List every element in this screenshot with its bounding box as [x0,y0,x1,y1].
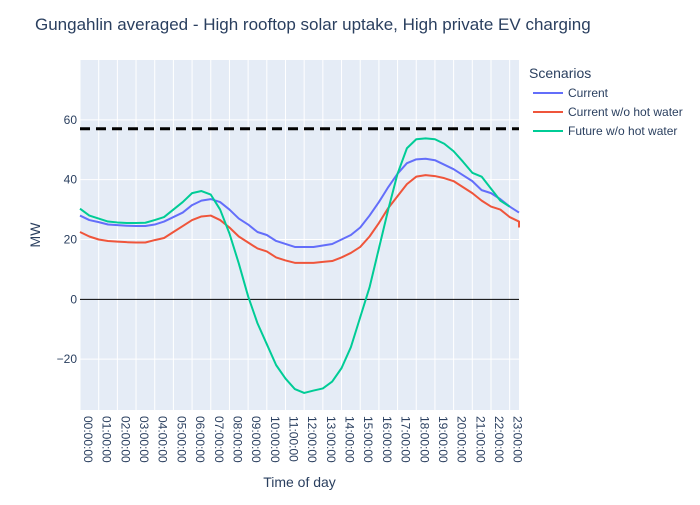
legend-items: Current Current w/o hot water Future w/o h… [533,86,683,138]
y-tick-label: 60 [64,113,78,127]
x-tick-label: 06:00:00 [193,416,207,463]
x-tick-label: 03:00:00 [137,416,151,463]
series-line-1 [79,174,520,264]
y-tick-label: 0 [70,292,77,306]
x-tick-label: 02:00:00 [118,416,132,463]
x-tick-label: 16:00:00 [380,416,394,463]
legend: Scenarios Current Current w/o hot water Fu… [529,65,683,138]
x-tick-label: 14:00:00 [343,416,357,463]
x-tick-label: 18:00:00 [417,416,431,463]
x-axis-ticks: 00:00:00 01:00:00 02:00:00 03:00:00 04:00:00… [81,416,525,463]
x-tick-label: 22:00:00 [492,416,506,463]
series-lines [79,127,520,394]
plot-background [80,60,519,410]
y-axis-ticks: −20 0 20 40 60 [57,113,78,366]
series-line-0 [79,157,520,248]
x-tick-label: 21:00:00 [473,416,487,463]
y-tick-label: −20 [57,352,78,366]
chart-title: Gungahlin averaged - High rooftop solar … [35,15,591,34]
legend-label: Current w/o hot water [568,105,683,119]
series-line-2 [79,137,511,394]
x-tick-label: 15:00:00 [361,416,375,463]
x-tick-label: 00:00:00 [81,416,95,463]
x-tick-label: 09:00:00 [249,416,263,463]
legend-label: Current [568,86,609,100]
x-tick-label: 01:00:00 [100,416,114,463]
y-axis-label: MW [27,222,43,248]
x-tick-label: 08:00:00 [230,416,244,463]
x-tick-label: 13:00:00 [324,416,338,463]
x-tick-label: 05:00:00 [174,416,188,463]
x-tick-label: 12:00:00 [305,416,319,463]
legend-label: Future w/o hot water [568,124,677,138]
x-tick-label: 23:00:00 [511,416,525,463]
x-tick-label: 20:00:00 [455,416,469,463]
x-tick-label: 11:00:00 [286,416,300,462]
x-tick-label: 04:00:00 [156,416,170,463]
x-axis-label: Time of day [263,474,336,490]
x-tick-label: 19:00:00 [436,416,450,463]
x-tick-label: 07:00:00 [212,416,226,463]
legend-title: Scenarios [529,65,591,81]
x-tick-label: 10:00:00 [268,416,282,463]
y-tick-label: 40 [64,173,78,187]
y-tick-label: 20 [64,232,78,246]
x-tick-label: 17:00:00 [399,416,413,463]
